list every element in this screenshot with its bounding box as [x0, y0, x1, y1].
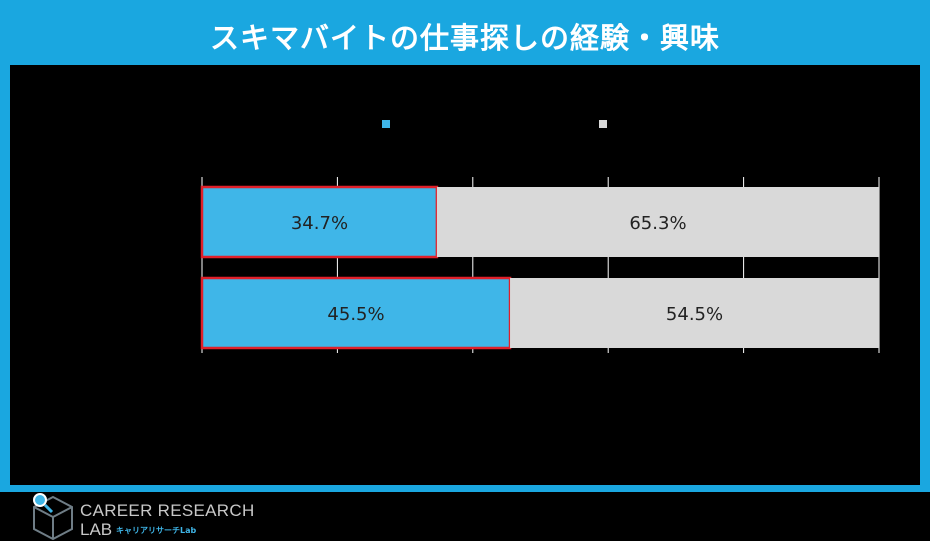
legend-marker	[382, 120, 390, 128]
cube-logo-icon	[33, 493, 73, 541]
data-label: 65.3%	[629, 213, 686, 234]
data-label: 34.7%	[291, 213, 348, 234]
data-label: 54.5%	[666, 304, 723, 325]
career-research-lab-logo: CAREER RESEARCH LAB キャリアリサーチLab	[30, 491, 254, 541]
chart-title: スキマバイトの仕事探しの経験・興味	[209, 21, 720, 55]
legend-marker	[599, 120, 607, 128]
bar-segment	[510, 278, 879, 348]
bar-segment	[436, 187, 879, 257]
chart-panel: 34.7% 65.3% 45.5% 54.5% CAREER RESEARCH LAB…	[10, 65, 920, 541]
bar-segment	[200, 185, 439, 259]
logo-subtext: キャリアリサーチLab	[116, 526, 197, 535]
data-label: 45.5%	[327, 304, 384, 325]
logo-text-line1: CAREER RESEARCH	[80, 501, 255, 520]
logo-text-line2: LAB	[80, 520, 113, 539]
bar-segment	[200, 276, 512, 350]
title-bar: スキマバイトの仕事探しの経験・興味	[0, 8, 930, 64]
bar-chart: 34.7% 65.3% 45.5% 54.5%	[200, 120, 880, 353]
